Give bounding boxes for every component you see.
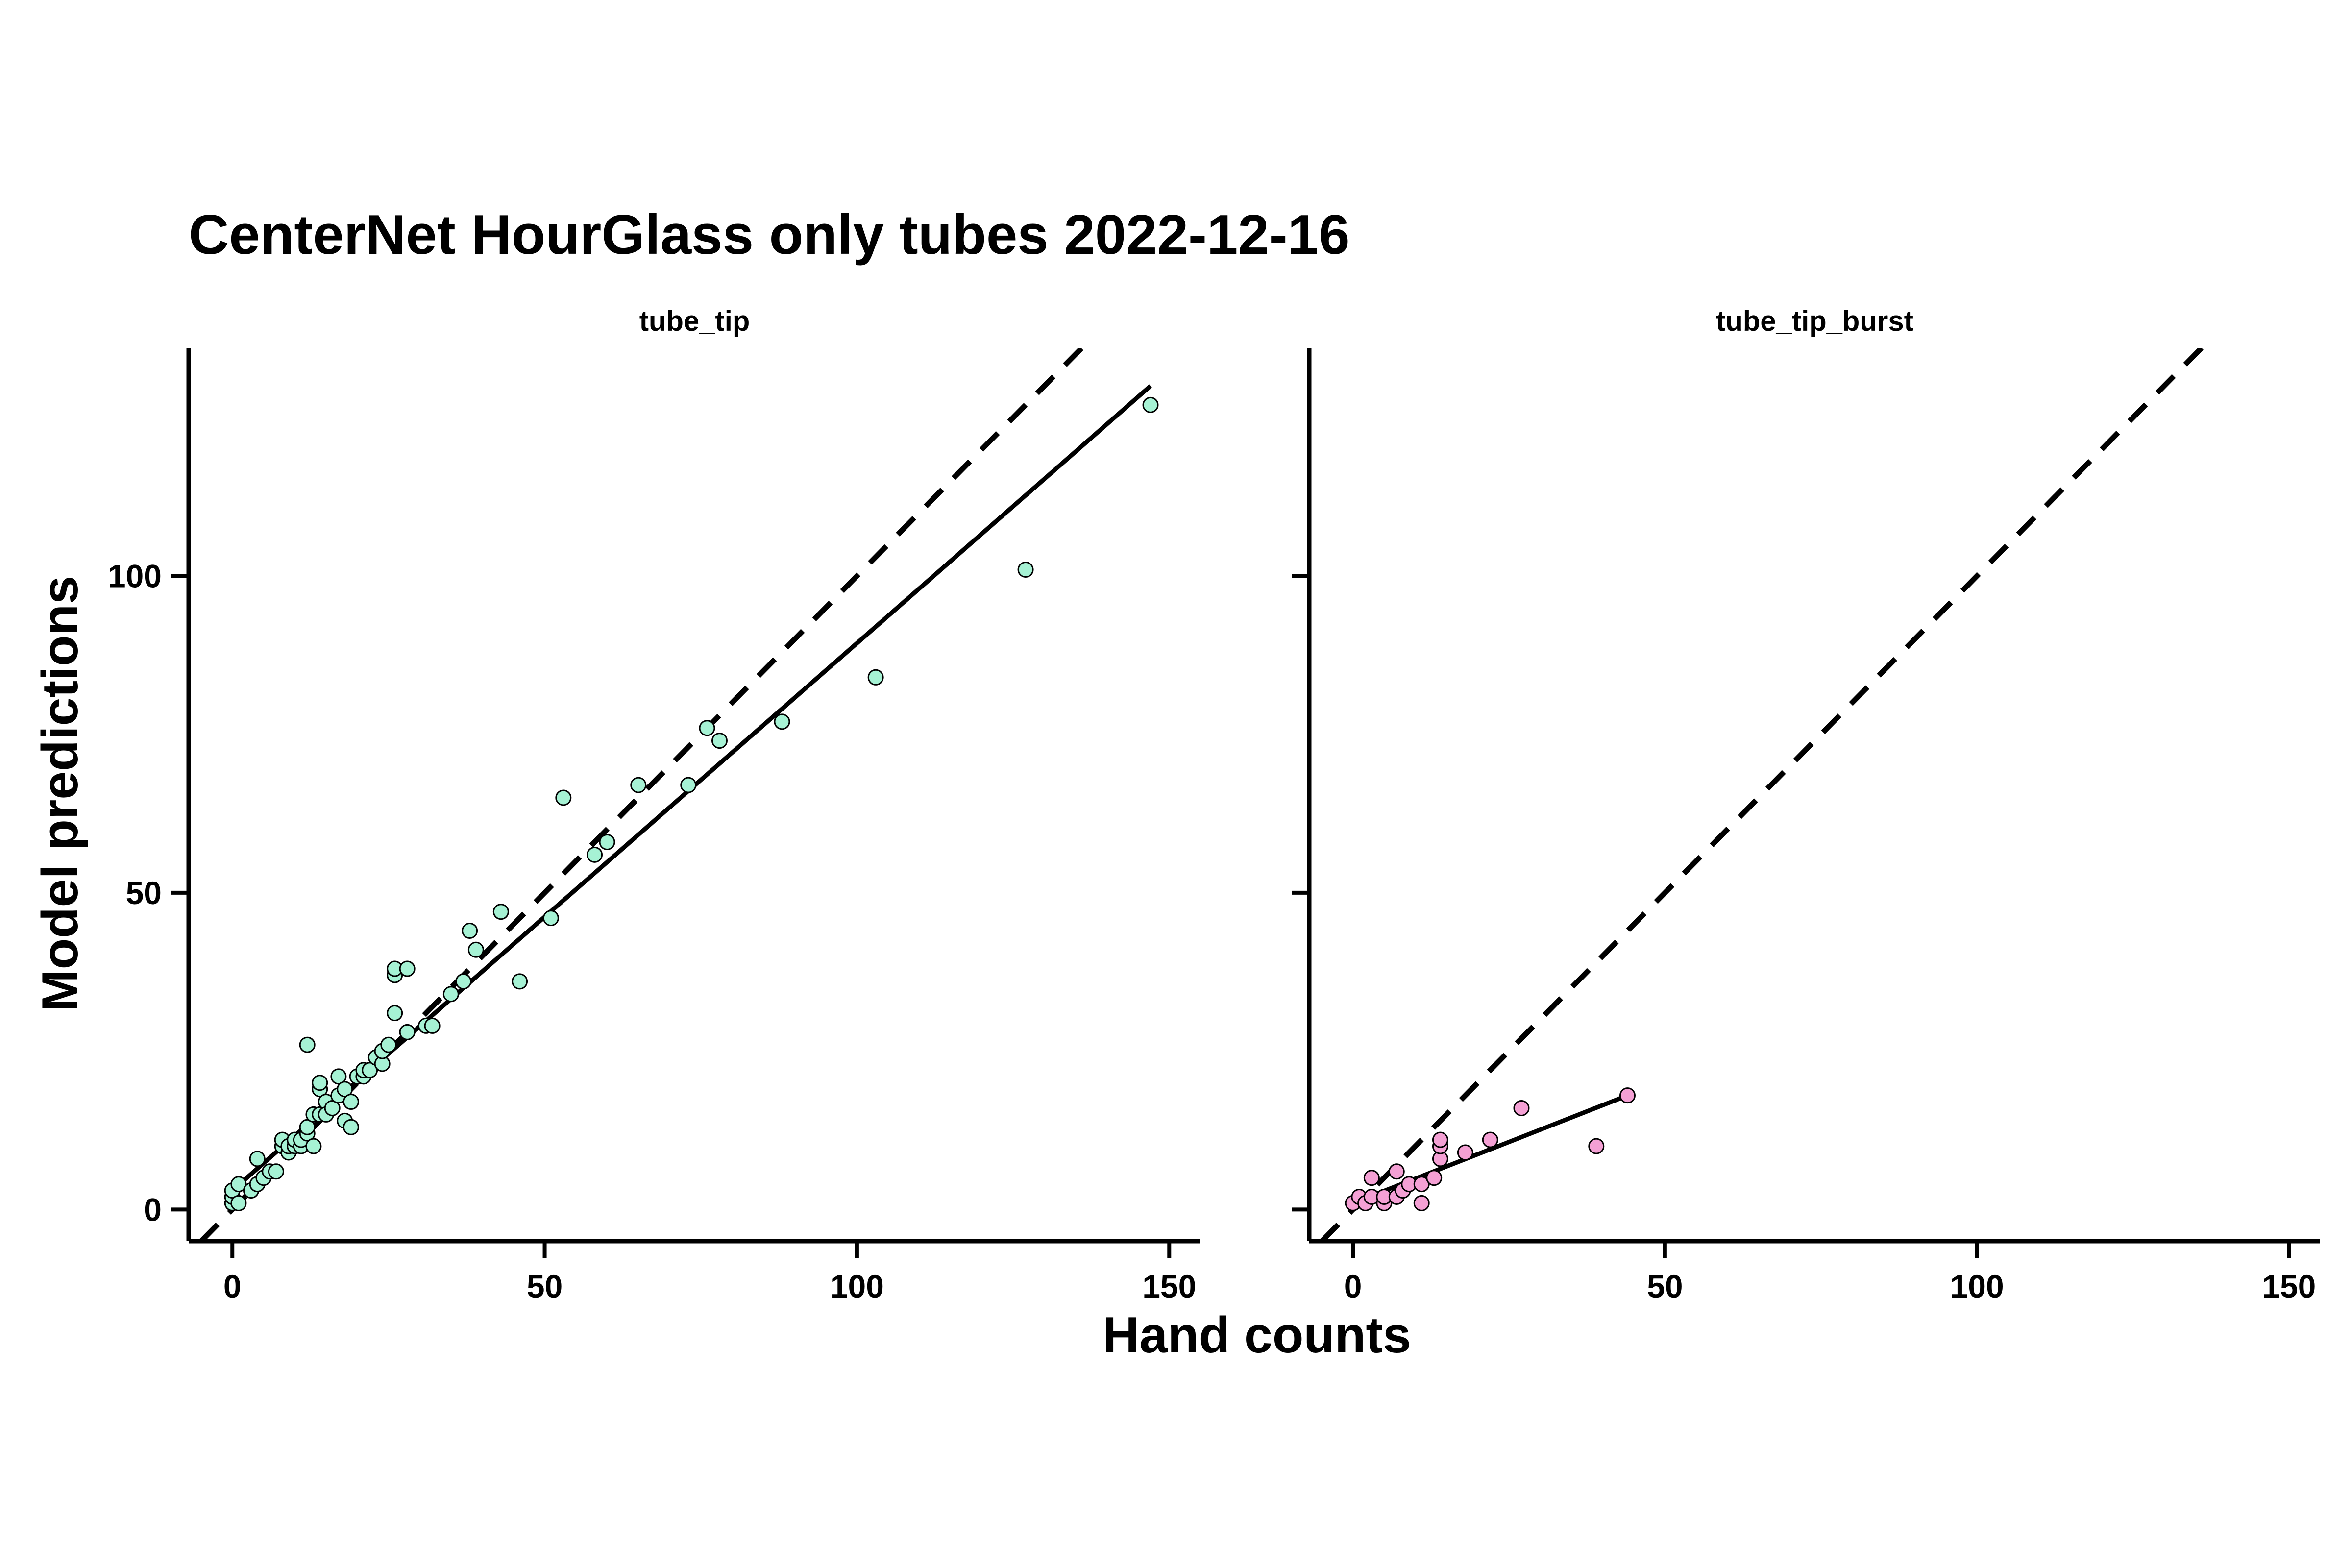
data-point	[680, 777, 697, 793]
x-tick-label: 100	[1950, 1268, 2004, 1304]
data-point	[337, 1081, 353, 1098]
data-point	[230, 1195, 247, 1211]
data-point	[599, 833, 615, 850]
data-point	[1413, 1176, 1430, 1193]
data-point	[230, 1176, 247, 1193]
data-point	[343, 1119, 359, 1135]
data-point	[249, 1151, 266, 1167]
data-point	[424, 1017, 441, 1034]
chart-title: CenterNet HourGlass only tubes 2022-12-1…	[189, 204, 1350, 266]
data-point	[1413, 1195, 1430, 1211]
data-point	[399, 1024, 416, 1040]
facet-label: tube_tip	[639, 305, 750, 337]
y-tick-label: 50	[126, 875, 162, 911]
data-point	[467, 941, 484, 958]
data-point	[1619, 1087, 1636, 1104]
data-point	[1017, 562, 1034, 578]
data-point	[1142, 396, 1159, 413]
data-point	[630, 777, 647, 793]
data-point	[542, 910, 559, 927]
data-point	[312, 1075, 328, 1091]
data-point	[299, 1036, 316, 1053]
data-point	[305, 1138, 322, 1154]
data-point	[867, 669, 884, 686]
data-point	[442, 986, 459, 1003]
data-point	[387, 1005, 403, 1022]
data-point	[1363, 1170, 1380, 1186]
data-point	[512, 973, 528, 990]
data-point	[1432, 1131, 1448, 1148]
data-point	[330, 1068, 347, 1085]
panel-tube_tip: tube_tip 0 50 100 150 0 50 100	[108, 305, 1200, 1304]
data-point	[711, 733, 728, 749]
x-tick-label: 100	[830, 1268, 884, 1304]
panel-tube_tip_burst: tube_tip_burst 0 50 100 150	[1292, 305, 2320, 1304]
x-tick-label: 0	[223, 1268, 242, 1304]
data-point	[343, 1094, 359, 1110]
data-point	[587, 846, 603, 863]
data-point	[1388, 1163, 1405, 1180]
data-point	[380, 1036, 397, 1053]
panels: tube_tip 0 50 100 150 0 50 100 tube_tip_burst 0 50…	[108, 305, 2320, 1304]
data-point	[462, 922, 478, 939]
x-tick-label: 50	[1647, 1268, 1683, 1304]
data-point	[1482, 1131, 1498, 1148]
x-tick-label: 150	[2262, 1268, 2316, 1304]
x-tick-label: 0	[1344, 1268, 1362, 1304]
x-tick-label: 50	[527, 1268, 563, 1304]
data-point	[1457, 1144, 1473, 1161]
data-point	[1513, 1100, 1530, 1116]
data-point	[399, 960, 416, 977]
data-point	[362, 1062, 378, 1078]
x-tick-label: 150	[1142, 1268, 1196, 1304]
y-tick-label: 0	[144, 1191, 162, 1227]
data-point	[268, 1163, 284, 1180]
data-point	[455, 973, 472, 990]
data-point	[774, 713, 790, 730]
data-point	[699, 720, 715, 736]
y-axis-title: Model predictions	[32, 576, 89, 1012]
data-point	[555, 789, 572, 806]
x-axis-title: Hand counts	[1102, 1307, 1411, 1364]
data-point	[299, 1119, 316, 1135]
identity-reference-line	[1320, 348, 2204, 1241]
y-tick-label: 100	[108, 558, 162, 594]
data-point	[492, 904, 509, 920]
data-point	[1426, 1170, 1443, 1186]
data-point	[1588, 1138, 1605, 1154]
data-point	[324, 1100, 341, 1116]
facet-label: tube_tip_burst	[1716, 305, 1913, 337]
